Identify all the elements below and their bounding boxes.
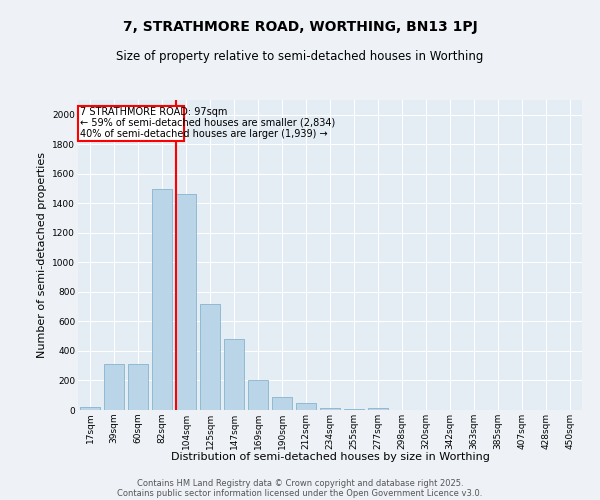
Bar [320,408,340,410]
Bar [128,364,148,410]
Bar [104,364,124,410]
Text: Contains public sector information licensed under the Open Government Licence v3: Contains public sector information licen… [118,488,482,498]
Text: 40% of semi-detached houses are larger (1,939) →: 40% of semi-detached houses are larger (… [80,129,328,139]
FancyBboxPatch shape [79,106,184,142]
Bar [152,188,172,410]
Text: Distribution of semi-detached houses by size in Worthing: Distribution of semi-detached houses by … [170,452,490,462]
Text: Contains HM Land Registry data © Crown copyright and database right 2025.: Contains HM Land Registry data © Crown c… [137,478,463,488]
Bar [80,407,100,410]
Bar [368,408,388,410]
Text: Size of property relative to semi-detached houses in Worthing: Size of property relative to semi-detach… [116,50,484,63]
Text: 7 STRATHMORE ROAD: 97sqm: 7 STRATHMORE ROAD: 97sqm [80,108,228,118]
Bar [248,380,268,410]
Text: ← 59% of semi-detached houses are smaller (2,834): ← 59% of semi-detached houses are smalle… [80,118,335,128]
Bar [200,304,220,410]
Bar [272,396,292,410]
Bar [296,402,316,410]
Bar [224,339,244,410]
Bar [344,408,364,410]
Y-axis label: Number of semi-detached properties: Number of semi-detached properties [37,152,47,358]
Text: 7, STRATHMORE ROAD, WORTHING, BN13 1PJ: 7, STRATHMORE ROAD, WORTHING, BN13 1PJ [122,20,478,34]
Bar [176,194,196,410]
